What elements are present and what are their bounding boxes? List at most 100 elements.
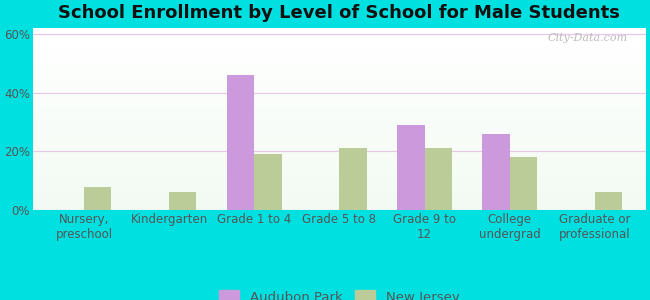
Bar bbox=[33, 150, 646, 151]
Bar bbox=[33, 161, 646, 162]
Bar bbox=[33, 203, 646, 204]
Bar bbox=[33, 106, 646, 107]
Bar bbox=[33, 144, 646, 145]
Bar bbox=[33, 196, 646, 197]
Bar bbox=[33, 164, 646, 165]
Bar bbox=[33, 91, 646, 92]
Bar bbox=[33, 61, 646, 62]
Bar bbox=[339, 148, 367, 210]
Bar bbox=[33, 79, 646, 80]
Bar bbox=[33, 113, 646, 114]
Bar bbox=[33, 202, 646, 203]
Bar bbox=[33, 158, 646, 159]
Bar bbox=[33, 184, 646, 185]
Bar bbox=[33, 170, 646, 171]
Bar bbox=[33, 88, 646, 89]
Bar bbox=[33, 40, 646, 41]
Bar bbox=[33, 198, 646, 199]
Bar bbox=[33, 51, 646, 52]
Bar bbox=[33, 135, 646, 136]
Bar bbox=[33, 141, 646, 142]
Bar bbox=[169, 192, 196, 210]
Bar bbox=[33, 94, 646, 95]
Bar bbox=[33, 39, 646, 40]
Bar bbox=[33, 174, 646, 175]
Bar bbox=[33, 154, 646, 155]
Text: City-Data.com: City-Data.com bbox=[547, 33, 627, 43]
Bar bbox=[33, 168, 646, 169]
Bar bbox=[33, 145, 646, 146]
Legend: Audubon Park, New Jersey: Audubon Park, New Jersey bbox=[214, 285, 465, 300]
Bar bbox=[33, 102, 646, 103]
Bar bbox=[33, 63, 646, 64]
Bar bbox=[33, 104, 646, 105]
Bar bbox=[33, 200, 646, 201]
Bar bbox=[33, 38, 646, 39]
Bar bbox=[33, 32, 646, 33]
Bar bbox=[33, 118, 646, 119]
Bar bbox=[33, 34, 646, 35]
Bar bbox=[33, 175, 646, 176]
Bar bbox=[33, 68, 646, 69]
Bar bbox=[33, 117, 646, 118]
Bar bbox=[33, 83, 646, 84]
Bar bbox=[33, 62, 646, 63]
Bar bbox=[33, 178, 646, 179]
Bar bbox=[33, 191, 646, 192]
Bar bbox=[33, 123, 646, 124]
Bar bbox=[33, 167, 646, 168]
Bar bbox=[33, 76, 646, 77]
Bar bbox=[33, 56, 646, 57]
Bar bbox=[33, 82, 646, 83]
Bar bbox=[33, 90, 646, 91]
Bar bbox=[33, 119, 646, 120]
Bar bbox=[33, 134, 646, 135]
Bar bbox=[33, 124, 646, 125]
Bar bbox=[33, 149, 646, 150]
Bar bbox=[33, 35, 646, 36]
Bar bbox=[33, 152, 646, 153]
Bar bbox=[33, 173, 646, 174]
Bar bbox=[33, 180, 646, 181]
Bar bbox=[33, 153, 646, 154]
Bar bbox=[33, 74, 646, 75]
Bar bbox=[33, 87, 646, 88]
Bar bbox=[33, 65, 646, 66]
Bar bbox=[33, 148, 646, 149]
Bar bbox=[33, 97, 646, 98]
Bar bbox=[33, 84, 646, 85]
Bar bbox=[33, 78, 646, 79]
Bar bbox=[33, 31, 646, 32]
Bar bbox=[33, 52, 646, 53]
Bar bbox=[33, 125, 646, 126]
Bar bbox=[33, 116, 646, 117]
Bar bbox=[33, 72, 646, 73]
Bar bbox=[33, 44, 646, 45]
Bar bbox=[33, 43, 646, 44]
Bar bbox=[33, 111, 646, 112]
Bar bbox=[33, 47, 646, 48]
Bar bbox=[33, 187, 646, 188]
Bar bbox=[33, 55, 646, 56]
Bar bbox=[33, 136, 646, 137]
Bar bbox=[33, 179, 646, 180]
Bar bbox=[33, 208, 646, 209]
Bar bbox=[33, 114, 646, 115]
Bar bbox=[33, 86, 646, 87]
Bar bbox=[33, 29, 646, 30]
Bar bbox=[33, 98, 646, 99]
Bar bbox=[33, 171, 646, 172]
Bar bbox=[33, 64, 646, 65]
Bar bbox=[33, 120, 646, 121]
Bar bbox=[33, 42, 646, 43]
Bar bbox=[33, 162, 646, 163]
Bar bbox=[397, 125, 424, 210]
Bar bbox=[33, 129, 646, 130]
Bar bbox=[33, 92, 646, 93]
Bar bbox=[33, 176, 646, 177]
Bar bbox=[33, 165, 646, 166]
Bar bbox=[33, 75, 646, 76]
Bar bbox=[33, 101, 646, 102]
Bar bbox=[33, 199, 646, 200]
Bar bbox=[33, 142, 646, 143]
